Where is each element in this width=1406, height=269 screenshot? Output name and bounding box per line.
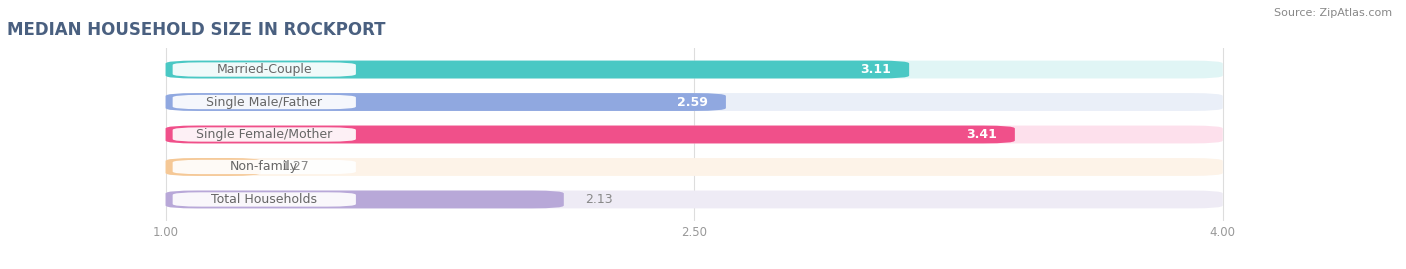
Text: 1.27: 1.27 (281, 161, 309, 174)
Text: Married-Couple: Married-Couple (217, 63, 312, 76)
Text: Source: ZipAtlas.com: Source: ZipAtlas.com (1274, 8, 1392, 18)
Text: 3.41: 3.41 (966, 128, 997, 141)
FancyBboxPatch shape (173, 160, 356, 174)
FancyBboxPatch shape (166, 61, 910, 79)
FancyBboxPatch shape (166, 93, 1223, 111)
Text: Non-family: Non-family (231, 161, 298, 174)
FancyBboxPatch shape (173, 95, 356, 109)
FancyBboxPatch shape (173, 127, 356, 142)
Text: 2.13: 2.13 (585, 193, 613, 206)
FancyBboxPatch shape (173, 62, 356, 77)
FancyBboxPatch shape (166, 190, 1223, 208)
FancyBboxPatch shape (166, 126, 1015, 143)
Text: MEDIAN HOUSEHOLD SIZE IN ROCKPORT: MEDIAN HOUSEHOLD SIZE IN ROCKPORT (7, 20, 385, 38)
FancyBboxPatch shape (166, 61, 1223, 79)
Text: Single Female/Mother: Single Female/Mother (197, 128, 332, 141)
Text: 2.59: 2.59 (678, 95, 709, 108)
FancyBboxPatch shape (166, 126, 1223, 143)
FancyBboxPatch shape (166, 93, 725, 111)
FancyBboxPatch shape (166, 158, 1223, 176)
Text: 3.11: 3.11 (860, 63, 891, 76)
FancyBboxPatch shape (173, 192, 356, 207)
Text: Single Male/Father: Single Male/Father (207, 95, 322, 108)
Text: Total Households: Total Households (211, 193, 318, 206)
FancyBboxPatch shape (166, 190, 564, 208)
FancyBboxPatch shape (166, 158, 260, 176)
